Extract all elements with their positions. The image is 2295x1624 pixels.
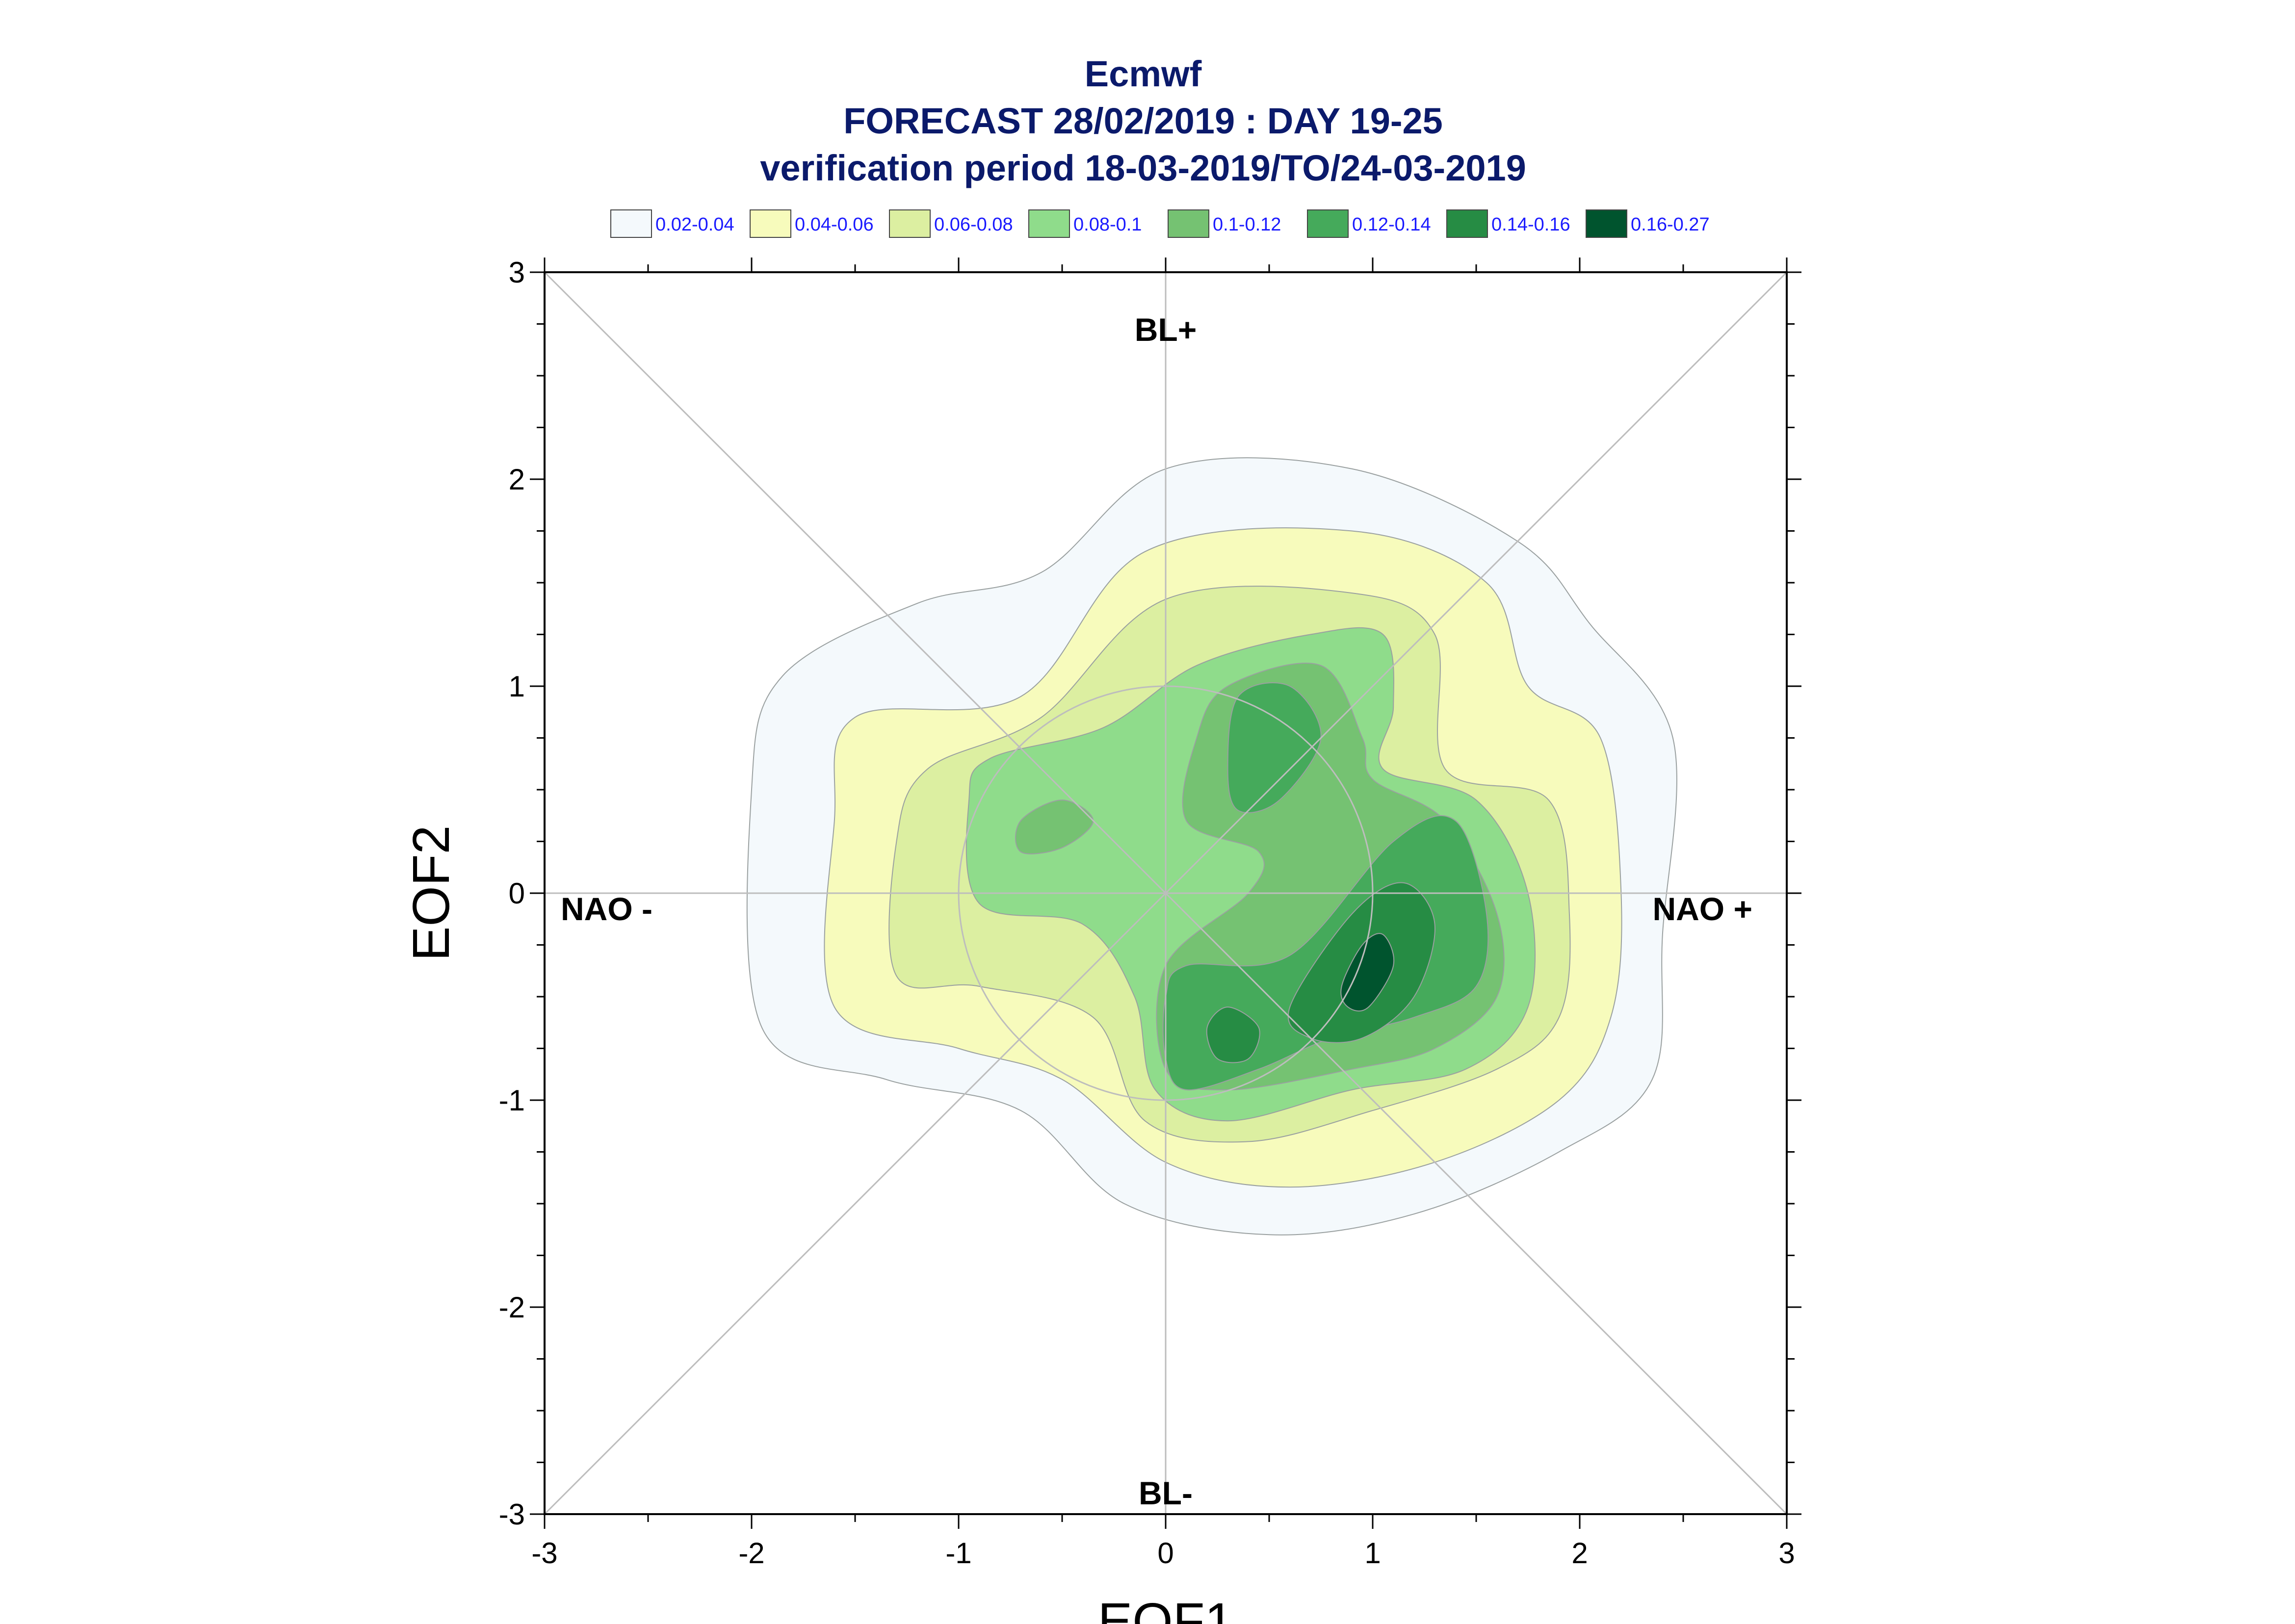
y-tick-label: -3 bbox=[499, 1498, 525, 1531]
region-label-nao-minus: NAO - bbox=[561, 891, 652, 927]
reference-lines bbox=[544, 271, 1788, 1515]
unit-circle bbox=[958, 685, 1374, 1101]
y-tick-label: 1 bbox=[509, 670, 525, 703]
x-tick-label: 1 bbox=[1364, 1537, 1381, 1570]
contour-0_12-0_14-6 bbox=[1227, 682, 1322, 813]
x-tick-label: -2 bbox=[738, 1537, 764, 1570]
x-axis-label: EOF1 bbox=[1098, 1593, 1234, 1624]
legend-swatch bbox=[1168, 209, 1209, 238]
legend-swatch bbox=[1307, 209, 1349, 238]
y-axis: 3 2 1 0 -1 -2 -3 bbox=[499, 256, 1801, 1531]
region-label-bl-plus: BL+ bbox=[1135, 311, 1197, 348]
chart-title: Ecmwf bbox=[1085, 53, 1202, 94]
y-tick-label: -2 bbox=[499, 1291, 525, 1324]
contour-0_1-0_12-5 bbox=[1015, 799, 1094, 854]
x-tick-label: 0 bbox=[1157, 1537, 1174, 1570]
legend-swatch bbox=[1028, 209, 1070, 238]
plot-area: -3 -2 -1 0 1 2 3 3 2 1 0 -1 -2 -3 bbox=[499, 256, 1801, 1570]
legend-swatch bbox=[889, 209, 931, 238]
legend-label: 0.14-0.16 bbox=[1491, 214, 1570, 235]
density-contours bbox=[746, 457, 1677, 1236]
legend-label: 0.08-0.1 bbox=[1073, 214, 1142, 235]
y-tick-label: -1 bbox=[499, 1084, 525, 1117]
x-tick-label: 2 bbox=[1571, 1537, 1588, 1570]
x-axis: -3 -2 -1 0 1 2 3 bbox=[531, 258, 1795, 1570]
contour-0_16-0_27-10 bbox=[1340, 933, 1395, 1012]
x-tick-label: -1 bbox=[945, 1537, 971, 1570]
y-tick-label: 0 bbox=[509, 877, 525, 910]
legend-label: 0.04-0.06 bbox=[795, 214, 874, 235]
legend-swatch bbox=[1446, 209, 1488, 238]
y-tick-label: 3 bbox=[509, 256, 525, 289]
legend-label: 0.12-0.14 bbox=[1352, 214, 1431, 235]
y-axis-label: EOF2 bbox=[402, 825, 460, 961]
x-tick-label: 3 bbox=[1778, 1537, 1795, 1570]
y-tick-label: 2 bbox=[509, 463, 525, 496]
region-label-bl-minus: BL- bbox=[1139, 1475, 1193, 1511]
legend-swatch bbox=[1586, 209, 1627, 238]
contour-0_14-0_16-9 bbox=[1206, 1006, 1260, 1063]
legend-swatch bbox=[610, 209, 652, 238]
legend-label: 0.1-0.12 bbox=[1213, 214, 1281, 235]
legend-label: 0.06-0.08 bbox=[934, 214, 1013, 235]
legend-label: 0.16-0.27 bbox=[1631, 214, 1710, 235]
chart-subtitle: FORECAST 28/02/2019 : DAY 19-25 bbox=[843, 101, 1443, 141]
region-label-nao-plus: NAO + bbox=[1652, 891, 1752, 927]
legend-label: 0.02-0.04 bbox=[655, 214, 734, 235]
plot-frame bbox=[544, 271, 1788, 1515]
legend: 0.02-0.04 0.04-0.06 0.06-0.08 0.08-0.1 0.1-0… bbox=[610, 209, 1710, 238]
legend-swatch bbox=[750, 209, 791, 238]
chart-subtitle2: verification period 18-03-2019/TO/24-03-… bbox=[760, 148, 1526, 188]
x-tick-label: -3 bbox=[531, 1537, 557, 1570]
